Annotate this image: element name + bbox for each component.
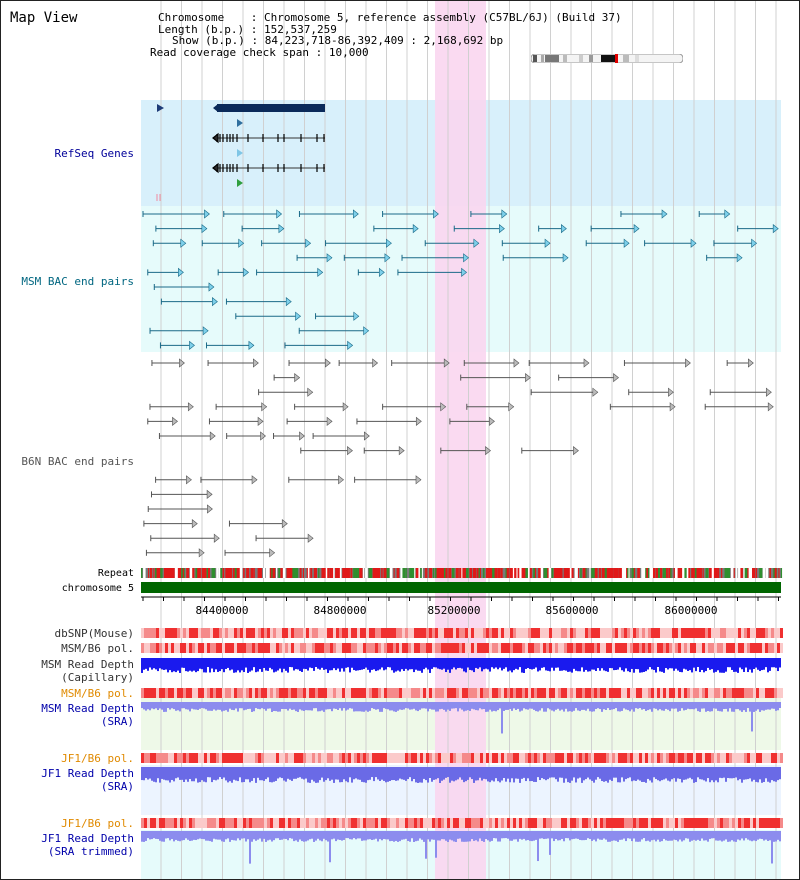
track-label-dbsnp[interactable]: dbSNP(Mouse) xyxy=(54,627,134,640)
coverage-sep: : xyxy=(308,45,329,59)
depth-tracks[interactable] xyxy=(141,658,781,864)
track-label-jf1-depth-sra[interactable]: JF1 Read Depth xyxy=(41,767,134,780)
header-info: Chromosome : Chromosome 5, reference ass… xyxy=(150,12,622,58)
chromosome-ideogram[interactable] xyxy=(531,54,683,63)
chromosome-bar[interactable] xyxy=(141,582,781,593)
show-sep: : xyxy=(244,34,265,47)
show-value: 84,223,718-86,392,409 : 2,168,692 bp xyxy=(264,34,504,47)
axis-tick-label: 85600000 xyxy=(546,604,599,617)
axis-ticks: 84400000 84800000 85200000 85600000 86000000 xyxy=(142,597,779,617)
track-label-msm-depth-capillary[interactable]: MSM Read Depth xyxy=(41,658,134,671)
repeat-track[interactable] xyxy=(141,568,783,578)
track-label-chromosome[interactable]: chromosome 5 xyxy=(61,583,134,594)
chromosome-value: Chromosome 5, reference assembly (C57BL/… xyxy=(263,11,622,24)
track-label-jf1-depth-trimmed[interactable]: JF1 Read Depth xyxy=(41,832,134,845)
refseq-genes[interactable] xyxy=(156,104,325,201)
coverage-value: 10,000 xyxy=(328,45,369,59)
axis-tick-label: 84800000 xyxy=(314,604,367,617)
track-label-msm-bac[interactable]: MSM BAC end pairs xyxy=(21,275,134,288)
track-label-msm-depth-sra-sub: (SRA) xyxy=(100,715,134,728)
track-label-msm-b6-pol[interactable]: MSM/B6 pol. xyxy=(61,642,134,655)
chromosome-sep: : xyxy=(224,11,264,24)
length-sep: : xyxy=(244,22,264,36)
track-label-refseq[interactable]: RefSeq Genes xyxy=(54,147,134,160)
axis-tick-label: 85200000 xyxy=(428,604,481,617)
b6n-bac-pairs[interactable] xyxy=(143,358,774,558)
axis-tick-label: 86000000 xyxy=(665,604,718,617)
page-title: Map View xyxy=(10,10,78,26)
track-label-repeat[interactable]: Repeat xyxy=(97,568,134,579)
track-label-b6n-bac[interactable]: B6N BAC end pairs xyxy=(21,455,134,468)
grid-lines xyxy=(160,1,777,879)
length-value: 152,537,259 xyxy=(263,22,337,36)
polymorphism-tracks[interactable] xyxy=(141,628,783,828)
track-label-msm-depth-capillary-sub: (Capillary) xyxy=(61,671,134,684)
chromosome-label: Chromosome xyxy=(158,11,225,24)
track-label-jf1-b6-pol-trimmed[interactable]: JF1/B6 pol. xyxy=(61,817,134,830)
selection-highlight[interactable] xyxy=(435,1,486,879)
track-label-jf1-depth-sra-sub: (SRA) xyxy=(100,780,134,793)
show-label: Show (b.p.) xyxy=(172,34,245,47)
track-label-msm-b6-pol-sra[interactable]: MSM/B6 pol. xyxy=(61,687,134,700)
coverage-label: Read coverage check span xyxy=(150,45,309,59)
axis-tick-label: 84400000 xyxy=(196,604,249,617)
track-label-jf1-b6-pol[interactable]: JF1/B6 pol. xyxy=(61,752,134,765)
msm-bac-pairs[interactable] xyxy=(142,209,779,351)
track-label-jf1-depth-trimmed-sub: (SRA trimmed) xyxy=(47,845,134,858)
track-label-msm-depth-sra[interactable]: MSM Read Depth xyxy=(41,702,134,715)
length-label: Length (b.p.) xyxy=(158,22,245,36)
